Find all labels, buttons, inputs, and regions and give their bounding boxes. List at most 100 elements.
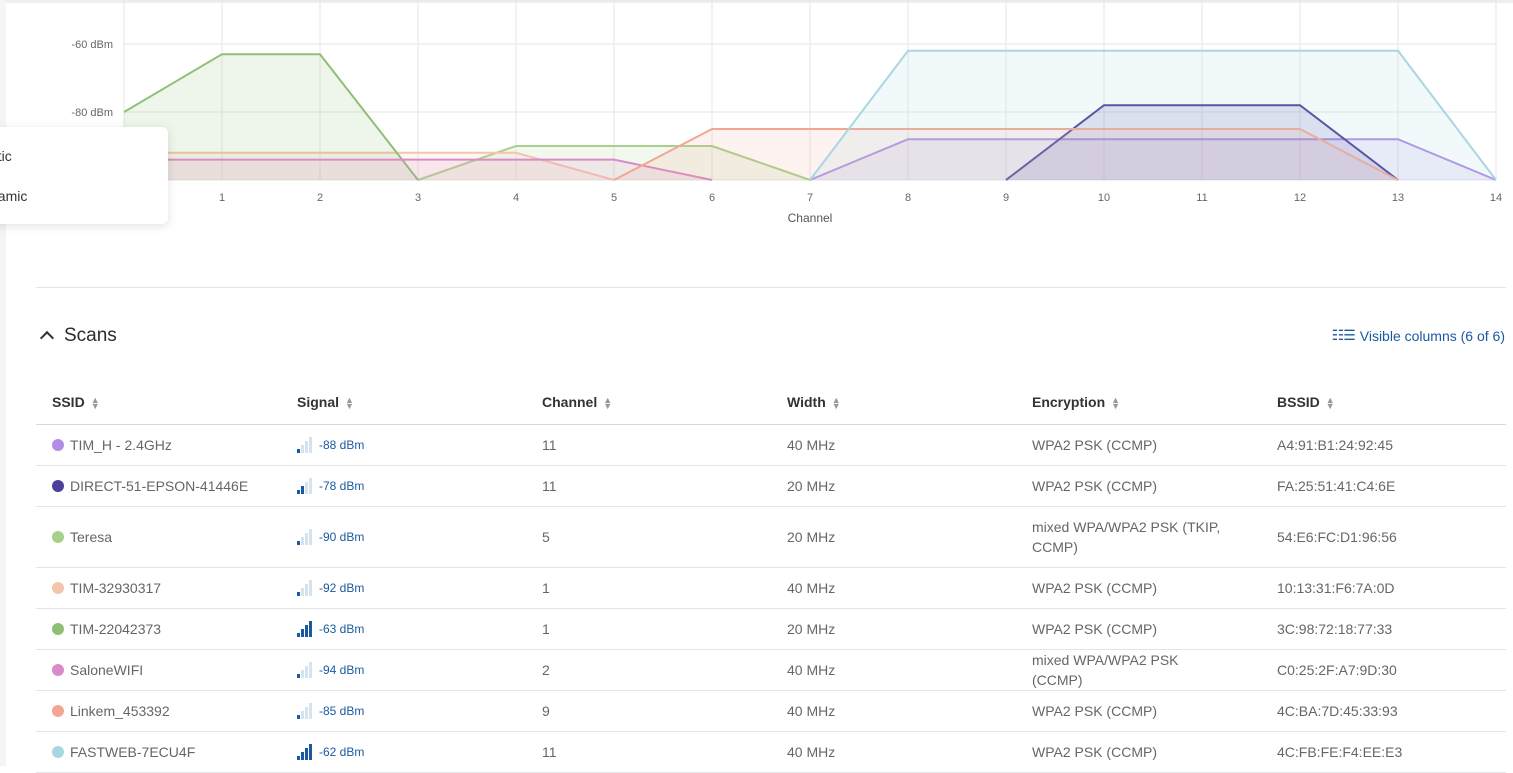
encryption-text: mixed WPA/WPA2 PSK (CCMP) [1032, 652, 1179, 688]
series-line [613, 128, 1399, 181]
legend-popup: atic namic [0, 127, 168, 224]
cell-channel: 11 [526, 731, 771, 773]
sort-icon[interactable]: ▲ ▼ [90, 395, 100, 412]
signal-strength-icon [297, 529, 313, 545]
column-header-label: Encryption [1032, 394, 1106, 410]
sort-icon[interactable]: ▲ ▼ [603, 395, 613, 412]
cell-encryption: WPA2 PSK (CCMP) [1016, 465, 1261, 507]
table-row[interactable]: Teresa -90 dBm 5 20 MHz mixed WPA/WPA2 PSK (… [36, 506, 1506, 568]
chart-series [123, 49, 1497, 181]
cell-signal: -85 dBm [281, 690, 526, 732]
series-area [810, 50, 1496, 180]
cell-signal: -63 dBm [281, 608, 526, 650]
cell-ssid: Teresa [36, 506, 281, 568]
series-line [1005, 104, 1399, 181]
table-row[interactable]: SaloneWIFI -94 dBm 2 40 MHz mixed WPA/WPA2 P… [36, 649, 1506, 691]
series-area [1006, 105, 1398, 180]
x-tick-label: 14 [1490, 192, 1502, 204]
encryption-text: mixed WPA/WPA2 PSK (TKIP, CCMP) [1032, 519, 1221, 555]
column-header-bssid[interactable]: BSSID ▲ ▼ [1261, 380, 1506, 425]
sort-icon[interactable]: ▲ ▼ [831, 395, 841, 412]
column-header-width[interactable]: Width ▲ ▼ [771, 380, 1016, 425]
series-area [810, 139, 1496, 180]
cell-bssid: A4:91:B1:24:92:45 [1261, 424, 1506, 466]
chevron-up-icon[interactable] [39, 330, 55, 346]
encryption-text: WPA2 PSK (CCMP) [1032, 437, 1157, 453]
table-row[interactable]: Linkem_453392 -85 dBm 9 40 MHz WPA2 PSK (CCM… [36, 690, 1506, 732]
ssid-text: SaloneWIFI [70, 662, 144, 678]
signal-text: -90 dBm [319, 530, 365, 544]
x-axis-ticks: 1 2 3 4 5 6 7 8 9 10 11 12 13 14 [219, 192, 1502, 204]
cell-ssid: TIM-32930317 [36, 567, 281, 609]
channel-analysis-chart: -60 dBm -80 dBm 1 2 3 4 5 6 7 8 9 10 11 12 13 14 Chan… [71, 0, 1502, 225]
series-line [809, 49, 1497, 181]
network-color-dot [52, 664, 64, 676]
cell-ssid: TIM_H - 2.4GHz [36, 424, 281, 466]
cell-signal: -94 dBm [281, 649, 526, 691]
column-header-ssid[interactable]: SSID ▲ ▼ [36, 380, 281, 425]
x-tick-label: 9 [1003, 192, 1009, 204]
legend-option-dynamic[interactable]: namic [0, 188, 28, 204]
x-tick-label: 12 [1294, 192, 1306, 204]
table-row[interactable]: TIM_H - 2.4GHz -88 dBm 11 40 MHz WPA2 PSK (C… [36, 424, 1506, 466]
x-tick-label: 13 [1392, 192, 1404, 204]
cell-encryption: WPA2 PSK (CCMP) [1016, 731, 1261, 773]
cell-width: 40 MHz [771, 567, 1016, 609]
series-line [124, 158, 713, 181]
column-header-channel[interactable]: Channel ▲ ▼ [526, 380, 771, 425]
sort-icon[interactable]: ▲ ▼ [1111, 395, 1121, 412]
cell-ssid: TIM-22042373 [36, 608, 281, 650]
column-header-label: SSID [52, 394, 85, 410]
table-row[interactable]: TIM-22042373 -63 dBm 1 20 MHz WPA2 PSK (CCMP… [36, 608, 1506, 650]
network-color-dot [52, 582, 64, 594]
signal-strength-icon [297, 478, 313, 494]
signal-text: -94 dBm [319, 663, 365, 677]
cell-width: 40 MHz [771, 424, 1016, 466]
columns-icon: ☷☰ [1331, 327, 1356, 343]
encryption-text: WPA2 PSK (CCMP) [1032, 580, 1157, 596]
column-header-label: BSSID [1277, 394, 1320, 410]
signal-strength-icon [297, 703, 313, 719]
cell-signal: -92 dBm [281, 567, 526, 609]
section-title: Scans [64, 325, 117, 346]
cell-channel: 5 [526, 506, 771, 568]
sort-icon[interactable]: ▲ ▼ [1325, 395, 1335, 412]
cell-signal: -78 dBm [281, 465, 526, 507]
x-tick-label: 10 [1098, 192, 1110, 204]
series-line [124, 151, 615, 181]
table-row[interactable]: FASTWEB-7ECU4F -62 dBm 11 40 MHz WPA2 PSK (C… [36, 731, 1506, 773]
table-row[interactable]: TIM-32930317 -92 dBm 1 40 MHz WPA2 PSK (CCMP… [36, 567, 1506, 609]
sort-icon[interactable]: ▲ ▼ [345, 395, 354, 412]
network-color-dot [52, 623, 64, 635]
y-tick-label: -80 dBm [71, 107, 113, 119]
x-tick-label: 5 [611, 192, 617, 204]
series-area [418, 146, 810, 180]
signal-text: -92 dBm [319, 581, 365, 595]
signal-text: -88 dBm [319, 438, 365, 452]
signal-text: -78 dBm [319, 479, 365, 493]
cell-channel: 11 [526, 424, 771, 466]
x-tick-label: 1 [219, 192, 225, 204]
encryption-text: WPA2 PSK (CCMP) [1032, 621, 1157, 637]
legend-option-static[interactable]: atic [0, 148, 12, 164]
left-border [0, 0, 6, 766]
column-header-signal[interactable]: Signal ▲ ▼ [281, 380, 526, 425]
scans-section-header[interactable]: Scans [36, 320, 117, 352]
visible-columns-button[interactable]: ☷☰ Visible columns (6 of 6) [1332, 327, 1505, 344]
cell-ssid: SaloneWIFI [36, 649, 281, 691]
cell-bssid: 4C:BA:7D:45:33:93 [1261, 690, 1506, 732]
section-divider [36, 287, 1506, 288]
cell-encryption: WPA2 PSK (CCMP) [1016, 690, 1261, 732]
network-color-dot [52, 531, 64, 543]
cell-channel: 9 [526, 690, 771, 732]
column-header-encryption[interactable]: Encryption ▲ ▼ [1016, 380, 1261, 425]
column-header-label: Channel [542, 394, 598, 410]
signal-strength-icon [297, 662, 313, 678]
series-area [614, 129, 1398, 180]
cell-bssid: 54:E6:FC:D1:96:56 [1261, 506, 1506, 568]
table-body: TIM_H - 2.4GHz -88 dBm 11 40 MHz WPA2 PSK (C… [36, 424, 1506, 773]
encryption-text: WPA2 PSK (CCMP) [1032, 703, 1157, 719]
cell-encryption: WPA2 PSK (CCMP) [1016, 567, 1261, 609]
table-row[interactable]: DIRECT-51-EPSON-41446E -78 dBm 11 20 MHz WPA… [36, 465, 1506, 507]
signal-strength-icon [297, 580, 313, 596]
